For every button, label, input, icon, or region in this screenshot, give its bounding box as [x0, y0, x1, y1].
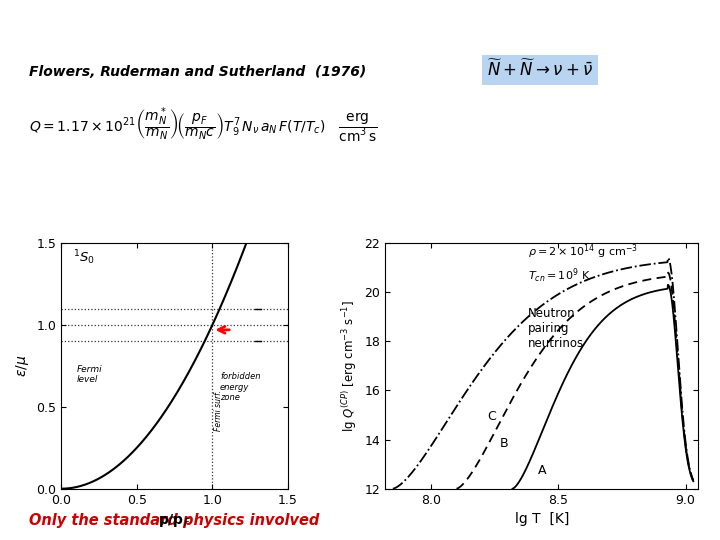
Text: C: C — [487, 410, 496, 423]
Text: Fermi
level: Fermi level — [76, 365, 102, 384]
Text: Fermi surf.: Fermi surf. — [214, 390, 223, 431]
Text: A: A — [538, 464, 546, 477]
Text: Flowers, Ruderman and Sutherland  (1976): Flowers, Ruderman and Sutherland (1976) — [29, 65, 366, 79]
Text: Only the standard physics involved: Only the standard physics involved — [29, 513, 319, 528]
Text: $Q=1.17\times10^{21}\left(\dfrac{m_N^*}{m_N}\right)\!\left(\dfrac{p_F}{m_Nc}\rig: $Q=1.17\times10^{21}\left(\dfrac{m_N^*}{… — [29, 105, 378, 145]
Text: Cooper pairing neutrino emission: Cooper pairing neutrino emission — [110, 16, 610, 41]
Text: $T_{cn}=10^9$ K: $T_{cn}=10^9$ K — [528, 267, 590, 285]
Text: forbidden
energy
zone: forbidden energy zone — [220, 372, 261, 402]
Y-axis label: $\epsilon/\mu$: $\epsilon/\mu$ — [14, 355, 31, 377]
X-axis label: p/p$_F$: p/p$_F$ — [158, 512, 191, 529]
Text: Neutron
pairing
neutrinos: Neutron pairing neutrinos — [528, 307, 584, 350]
X-axis label: lg T  [K]: lg T [K] — [515, 512, 569, 526]
Text: $\widetilde{N}+\widetilde{N}\rightarrow\nu+\bar{\nu}$: $\widetilde{N}+\widetilde{N}\rightarrow\… — [487, 59, 593, 80]
Text: B: B — [500, 437, 508, 450]
Text: $^1S_0$: $^1S_0$ — [73, 249, 95, 267]
Text: $\rho = 2\times10^{14}$ g cm$^{-3}$: $\rho = 2\times10^{14}$ g cm$^{-3}$ — [528, 242, 638, 261]
Y-axis label: lg $Q^{(CP)}$ [erg cm$^{-3}$ s$^{-1}$]: lg $Q^{(CP)}$ [erg cm$^{-3}$ s$^{-1}$] — [340, 300, 359, 432]
